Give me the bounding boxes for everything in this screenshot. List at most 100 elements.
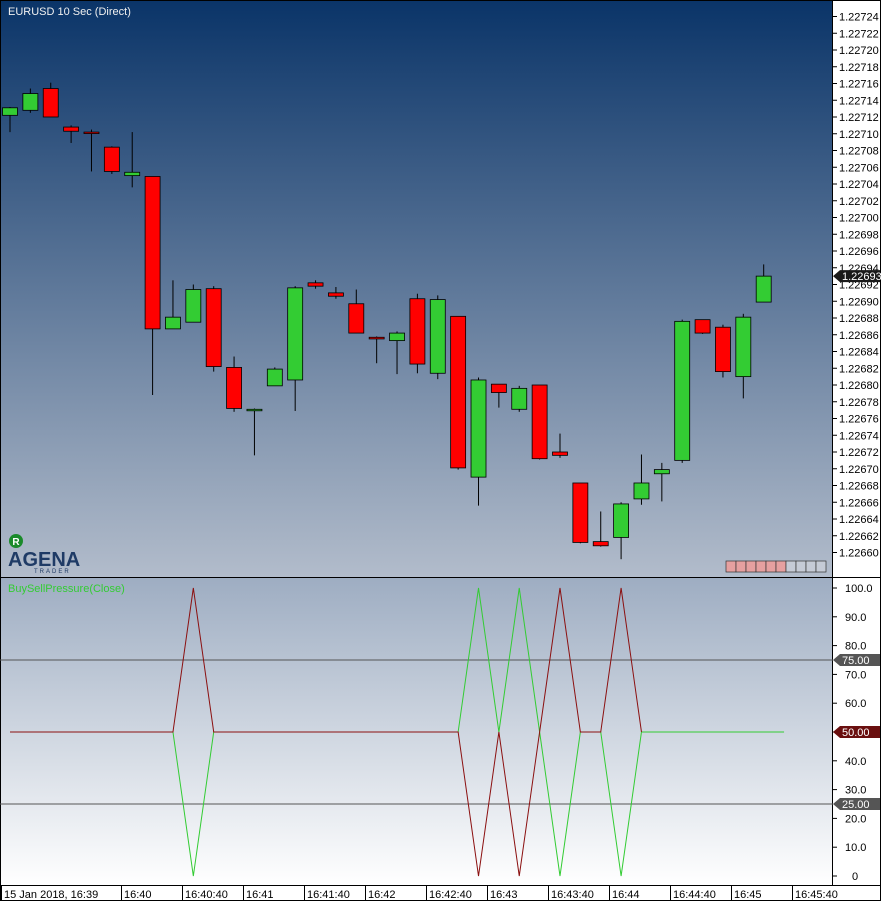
scroll-box[interactable]: [725, 560, 737, 573]
candle[interactable]: [185, 284, 202, 323]
price-tick-label: 1.22702: [839, 196, 879, 208]
candle-body: [165, 316, 181, 330]
price-tick-label: 1.22718: [839, 62, 879, 74]
candle[interactable]: [633, 454, 650, 505]
price-tick-label: 1.22686: [839, 330, 879, 342]
candle[interactable]: [490, 383, 507, 408]
candle[interactable]: [205, 286, 222, 372]
indicator-tick-label: 80.0: [845, 641, 866, 653]
price-tick-label: 1.22676: [839, 414, 879, 426]
candle-body: [266, 368, 283, 387]
candle[interactable]: [389, 331, 405, 375]
sell-pressure-line: [10, 587, 642, 877]
candle-body: [328, 292, 344, 297]
candle[interactable]: [103, 146, 120, 174]
scroll-box[interactable]: [805, 560, 817, 573]
candle[interactable]: [715, 324, 731, 378]
candle[interactable]: [287, 286, 304, 411]
candle[interactable]: [266, 367, 283, 387]
candle-body: [144, 176, 161, 330]
price-tick-label: 1.22700: [839, 213, 879, 225]
time-tick-label: 16:43:40: [551, 889, 594, 901]
price-tick-label: 1.22704: [839, 179, 879, 191]
candle[interactable]: [735, 313, 752, 399]
reference-tag: 75.00: [833, 654, 880, 667]
candle[interactable]: [165, 280, 181, 330]
candle-body: [307, 282, 324, 287]
candle-body: [552, 451, 568, 456]
candle-body: [124, 171, 141, 177]
candle[interactable]: [653, 462, 670, 502]
price-tick-label: 1.22714: [839, 95, 879, 107]
price-tick-label: 1.22678: [839, 397, 879, 409]
candle-body: [633, 482, 650, 500]
scroll-box[interactable]: [765, 560, 777, 573]
candle[interactable]: [348, 289, 365, 334]
candle[interactable]: [409, 293, 426, 374]
candle[interactable]: [368, 336, 385, 364]
candle[interactable]: [42, 82, 59, 118]
last-price-tag-shape: [833, 270, 880, 283]
time-tick-label: 16:45: [734, 889, 762, 901]
price-tick-label: 1.22660: [839, 548, 879, 560]
scroll-box[interactable]: [755, 560, 767, 573]
candle[interactable]: [674, 319, 691, 463]
price-tick-label: 1.22666: [839, 497, 879, 509]
candle[interactable]: [63, 125, 80, 143]
reference-tag-shape: [833, 654, 880, 666]
chart-title: EURUSD 10 Sec (Direct): [8, 6, 131, 18]
candle[interactable]: [124, 132, 141, 188]
candle[interactable]: [450, 315, 467, 470]
indicator-tick-label: 10.0: [845, 842, 866, 854]
logo-subtext: TRADER: [34, 569, 71, 575]
scroll-box[interactable]: [745, 560, 757, 573]
price-tick-label: 1.22674: [839, 430, 879, 442]
time-tick-label: 16:40: [124, 889, 152, 901]
price-tick-label: 1.22690: [839, 296, 879, 308]
indicator-tick-label: 70.0: [845, 669, 866, 681]
last-indicator-tag: 50.00: [833, 726, 880, 739]
candle[interactable]: [592, 511, 609, 547]
candle[interactable]: [511, 385, 528, 412]
scroll-box[interactable]: [775, 560, 787, 573]
reference-tag-shape: [833, 798, 880, 810]
candle[interactable]: [226, 356, 242, 412]
time-tick-label: 16:43: [490, 889, 518, 901]
price-axis: 1.22660 1.22662 1.22664 1.22666 1.22668 1.226…: [833, 12, 879, 560]
candle[interactable]: [572, 482, 589, 544]
candle[interactable]: [328, 287, 344, 299]
candle[interactable]: [470, 377, 487, 506]
candle[interactable]: [694, 319, 711, 334]
scroll-box[interactable]: [735, 560, 747, 573]
candle-body: [450, 315, 467, 469]
candle[interactable]: [246, 408, 263, 456]
candle-body: [83, 131, 100, 134]
scroll-box[interactable]: [785, 560, 797, 573]
candle[interactable]: [22, 88, 39, 113]
scroll-box[interactable]: [815, 560, 827, 573]
indicator-tick-label: 100.0: [845, 583, 873, 595]
scroll-indicator[interactable]: [725, 560, 827, 573]
price-tick-label: 1.22662: [839, 531, 879, 543]
candle[interactable]: [429, 295, 446, 380]
indicator-lines: [10, 587, 785, 877]
candle[interactable]: [755, 264, 772, 303]
candle[interactable]: [144, 176, 161, 396]
price-pane[interactable]: [0, 0, 832, 577]
candle[interactable]: [613, 502, 629, 560]
candle[interactable]: [307, 280, 324, 289]
candle-body: [409, 298, 426, 365]
candle[interactable]: [83, 129, 100, 172]
candle-body: [653, 469, 670, 475]
candle[interactable]: [2, 106, 18, 133]
scroll-box[interactable]: [795, 560, 807, 573]
price-tick-label: 1.22670: [839, 464, 879, 476]
last-indicator-tag-shape: [833, 726, 880, 738]
candle-body: [22, 93, 39, 111]
last-indicator-tag-label: 50.00: [842, 727, 870, 739]
candle[interactable]: [531, 384, 548, 460]
last-price-tag-label: 1.22693: [842, 271, 881, 283]
reference-lines: [0, 659, 833, 805]
candle[interactable]: [552, 433, 568, 458]
indicator-tick-label: 40.0: [845, 756, 866, 768]
